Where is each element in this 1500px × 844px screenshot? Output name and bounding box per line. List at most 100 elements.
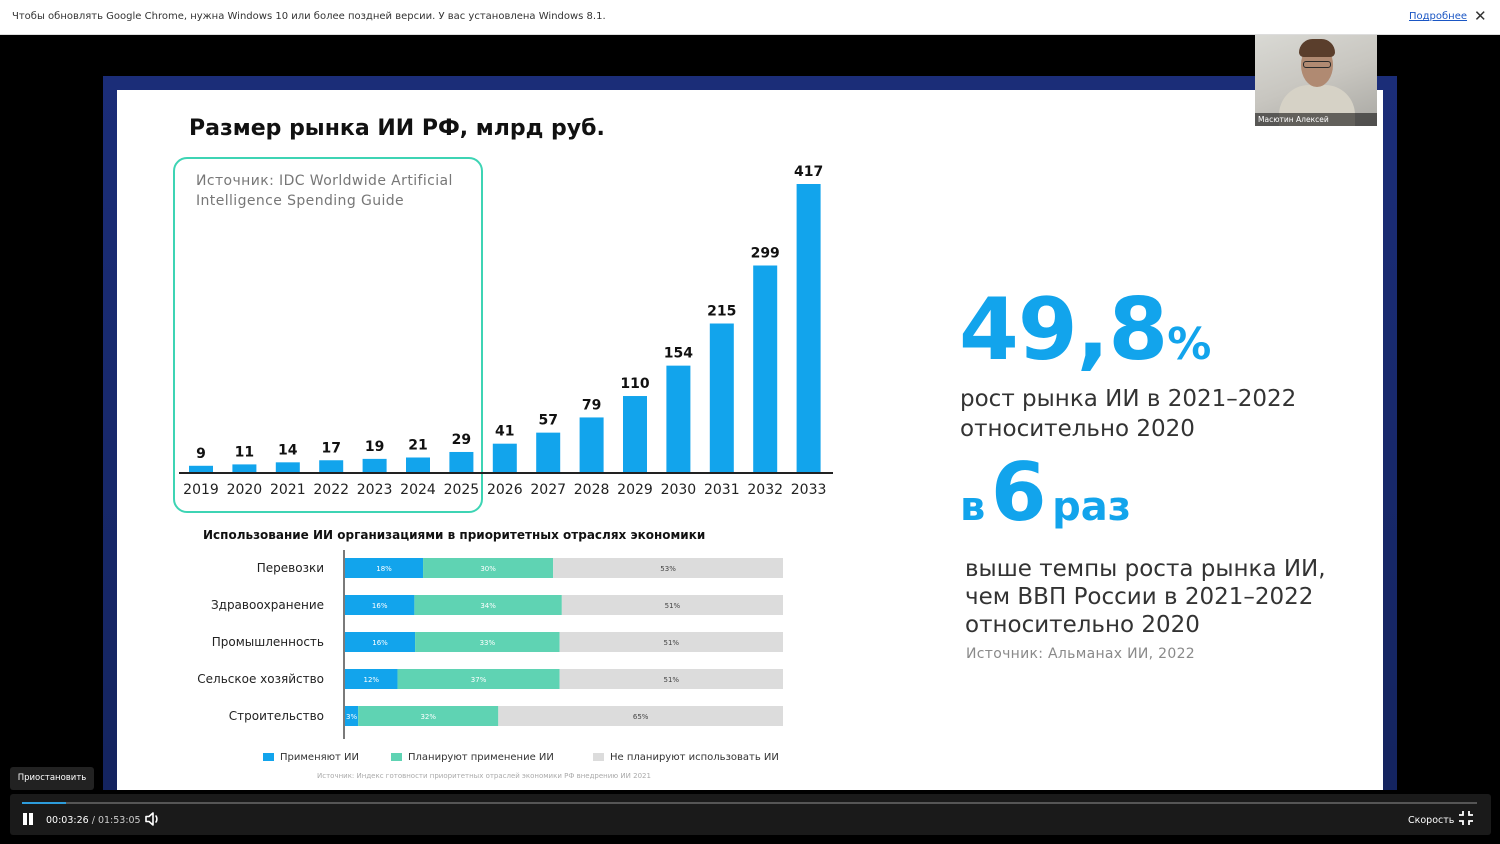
x-tick-label: 2030: [661, 482, 697, 498]
legend-item: Применяют ИИ: [263, 752, 359, 763]
speed-button[interactable]: Скорость: [1408, 815, 1455, 826]
player-controls: 00:03:26 / 01:53:05 Скорость: [10, 794, 1491, 835]
legend-swatch: [391, 753, 402, 761]
legend-item: Не планируют использовать ИИ: [593, 752, 779, 763]
stat1-value: 49,8%: [959, 280, 1211, 380]
bar-2019: [189, 465, 213, 472]
segment-value-label: 51%: [664, 676, 680, 684]
bar-2033: [796, 184, 821, 472]
stat1-desc-line1: рост рынка ИИ в 2021–2022: [960, 386, 1297, 412]
x-tick-label: 2028: [574, 482, 610, 498]
legend-swatch: [263, 753, 274, 761]
x-tick-label: 2026: [487, 482, 523, 498]
pause-icon[interactable]: [20, 811, 36, 827]
usage-segment: [345, 706, 359, 726]
segment-value-label: 51%: [664, 639, 680, 647]
webcam-name-label: Масютин Алексей: [1255, 113, 1377, 126]
bar-2027: [536, 432, 561, 472]
usage-segment: [345, 558, 424, 578]
webcam-tile[interactable]: Масютин Алексей: [1255, 35, 1377, 126]
stat2-suffix: раз: [1052, 484, 1132, 530]
segment-value-label: 32%: [420, 713, 436, 721]
stat2-desc-line1: выше темпы роста рынка ИИ,: [965, 556, 1326, 582]
bar-2025: [449, 451, 474, 472]
x-tick-label: 2025: [444, 482, 480, 498]
usage-segment: [498, 706, 783, 726]
stat2-desc-line2: чем ВВП России в 2021–2022: [965, 584, 1314, 610]
pause-tooltip: Приостановить: [10, 767, 94, 790]
bar-2029: [623, 396, 647, 472]
x-tick-label: 2021: [270, 482, 306, 498]
segment-value-label: 65%: [633, 713, 649, 721]
bar-value-label: 154: [664, 346, 693, 362]
category-label: Здравоохранение: [211, 598, 324, 612]
chrome-update-infobar: Чтобы обновлять Google Chrome, нужна Win…: [0, 0, 1500, 35]
bar-2022: [319, 460, 344, 472]
infobar-message: Чтобы обновлять Google Chrome, нужна Win…: [12, 11, 606, 22]
bar-2023: [362, 458, 387, 472]
slide-title: Размер рынка ИИ РФ, млрд руб.: [189, 116, 605, 141]
category-label: Строительство: [229, 709, 324, 723]
segment-value-label: 12%: [363, 676, 379, 684]
bar-value-label: 299: [751, 245, 780, 261]
presentation-slide: Размер рынка ИИ РФ, млрд руб. Источник: …: [117, 90, 1383, 790]
usage-segment: [414, 595, 562, 615]
bar-2020: [232, 464, 257, 472]
bar-value-label: 21: [408, 437, 427, 453]
bar-value-label: 79: [582, 397, 601, 413]
slide-frame: Размер рынка ИИ РФ, млрд руб. Источник: …: [103, 76, 1397, 790]
bar-value-label: 19: [365, 439, 384, 455]
stat1-description: рост рынка ИИ в 2021–2022 относительно 2…: [960, 384, 1296, 444]
legend-item: Планируют применение ИИ: [391, 752, 554, 763]
x-tick-label: 2020: [227, 482, 263, 498]
stat2-desc-line3: относительно 2020: [965, 612, 1200, 638]
x-tick-label: 2024: [400, 482, 436, 498]
usage-segment: [553, 558, 783, 578]
bar-value-label: 9: [196, 446, 206, 462]
x-tick-label: 2023: [357, 482, 393, 498]
category-label: Перевозки: [257, 561, 324, 575]
x-tick-label: 2033: [791, 482, 827, 498]
segment-value-label: 53%: [660, 565, 676, 573]
legend-label: Планируют применение ИИ: [408, 752, 554, 763]
legend-label: Применяют ИИ: [280, 752, 359, 763]
exit-fullscreen-icon[interactable]: [1458, 810, 1474, 830]
bar-2024: [406, 457, 430, 472]
stat1-number: 49,8: [959, 280, 1168, 380]
source-text: Источник: IDC Worldwide Artificial Intel…: [196, 173, 453, 209]
stat2-description: выше темпы роста рынка ИИ, чем ВВП Росси…: [965, 555, 1326, 639]
usage-segment: [559, 669, 783, 689]
volume-icon[interactable]: [144, 811, 162, 831]
progress-fill: [22, 802, 67, 804]
infobar-more-link[interactable]: Подробнее: [1409, 11, 1468, 22]
bar-2021: [275, 462, 300, 472]
bar-value-label: 11: [235, 444, 254, 460]
usage-segment: [345, 669, 398, 689]
speaker-glasses: [1303, 61, 1331, 68]
segment-value-label: 33%: [480, 639, 496, 647]
progress-bar[interactable]: [22, 802, 1477, 804]
usage-segment: [345, 632, 416, 652]
x-tick-label: 2022: [313, 482, 349, 498]
stat2-value: в 6 раз: [960, 446, 1131, 539]
usage-segment: [561, 595, 783, 615]
bar-value-label: 215: [707, 304, 736, 320]
time-readout: 00:03:26 / 01:53:05: [46, 815, 141, 826]
usage-segment: [345, 595, 415, 615]
usage-segment: [358, 706, 499, 726]
bar-2030: [666, 365, 691, 472]
close-icon[interactable]: ✕: [1474, 7, 1487, 25]
category-label: Промышленность: [212, 635, 324, 649]
legend-label: Не планируют использовать ИИ: [610, 752, 779, 763]
source-highlight-box: [173, 157, 483, 513]
category-label: Сельское хозяйство: [197, 672, 324, 686]
usage-segment: [415, 632, 560, 652]
video-stage[interactable]: Размер рынка ИИ РФ, млрд руб. Источник: …: [0, 35, 1500, 844]
bar-value-label: 417: [794, 164, 823, 180]
x-tick-label: 2031: [704, 482, 740, 498]
market-size-bar-chart: 9 2019 11 2020 14 2021 17 2022 19 2023 21 2024 29 202…: [179, 164, 833, 498]
stat2-number: 6: [990, 446, 1047, 539]
stat1-suffix: %: [1167, 319, 1211, 370]
bar-2026: [492, 443, 517, 472]
bar-value-label: 110: [620, 376, 649, 392]
